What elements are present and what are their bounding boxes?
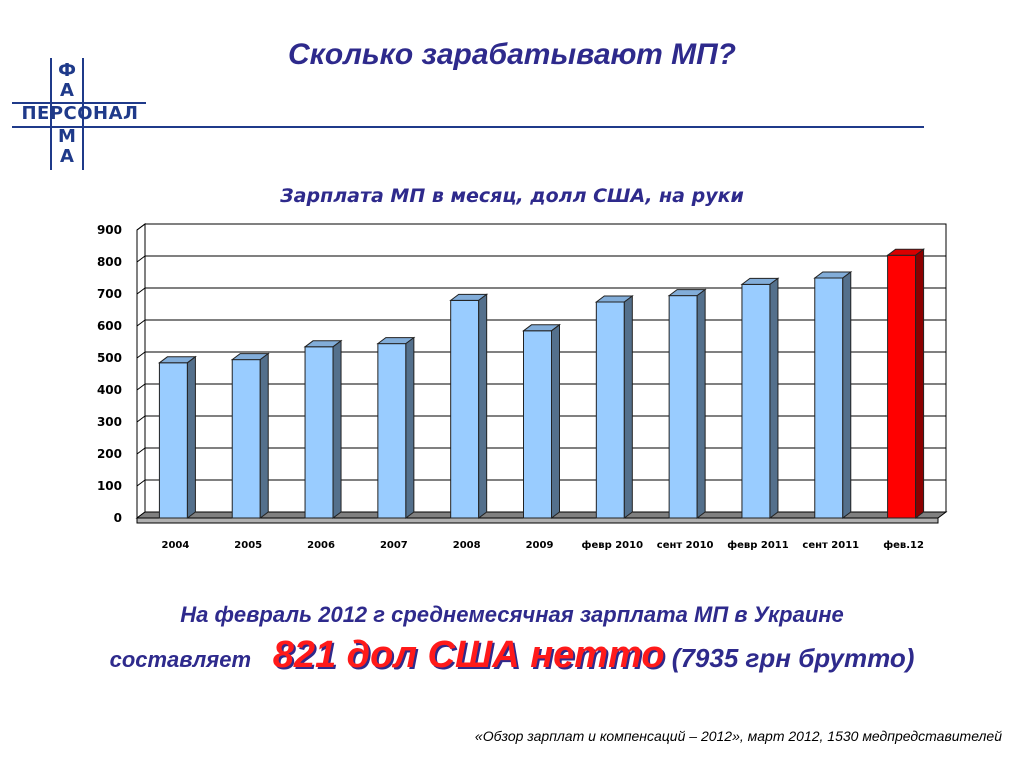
bar xyxy=(887,254,917,519)
summary-highlight: 821 дол США нетто xyxy=(272,634,665,676)
y-tick-label: 600 xyxy=(97,319,122,333)
bar xyxy=(814,277,844,519)
summary-suffix: (7935 грн брутто) xyxy=(671,643,915,673)
gridline-diagonal xyxy=(136,319,146,327)
logo-letter: А xyxy=(60,146,74,167)
bar-side xyxy=(769,277,779,519)
summary-prefix: составляет xyxy=(109,647,252,672)
gridline-diagonal xyxy=(136,255,146,263)
gridline-diagonal xyxy=(136,415,146,423)
bar xyxy=(231,359,261,519)
gridline-diagonal xyxy=(136,287,146,295)
page-title: Сколько зарабатывают МП? xyxy=(288,38,736,71)
bar xyxy=(668,295,698,519)
y-tick-label: 800 xyxy=(97,255,122,269)
logo-cross-horizontal xyxy=(12,102,146,128)
logo-letter: А xyxy=(60,80,74,101)
x-tick-label: сент 2010 xyxy=(657,540,714,551)
x-tick-label: сент 2011 xyxy=(802,540,859,551)
bar-side xyxy=(842,271,852,519)
bar xyxy=(450,299,480,519)
logo-word: ПЕРСОНАЛ xyxy=(21,103,139,124)
gridline-diagonal xyxy=(136,351,146,359)
bar-side xyxy=(259,352,269,519)
bar xyxy=(377,343,407,519)
x-tick-label: февр 2011 xyxy=(727,539,789,551)
y-tick-label: 200 xyxy=(97,447,122,461)
x-tick-label: 2009 xyxy=(526,540,554,551)
y-tick-label: 500 xyxy=(97,351,122,365)
gridline-diagonal xyxy=(136,383,146,391)
y-tick-label: 300 xyxy=(97,415,122,429)
bar xyxy=(741,283,771,519)
y-tick-label: 100 xyxy=(97,479,122,493)
x-tick-label: 2005 xyxy=(234,540,262,551)
logo-letter: Ф xyxy=(58,60,76,81)
bar-side xyxy=(915,248,925,519)
bar-side xyxy=(332,339,342,519)
logo-cross-vertical xyxy=(50,58,84,170)
gridline-diagonal xyxy=(136,479,146,487)
logo-letter: М xyxy=(58,126,76,147)
bar xyxy=(158,362,188,519)
company-logo: Ф А ПЕРСОНАЛ М А xyxy=(10,58,150,174)
x-tick-label: фев.12 xyxy=(883,539,924,551)
x-tick-label: 2008 xyxy=(453,540,481,551)
source-note: «Обзор зарплат и компенсаций – 2012», ма… xyxy=(474,728,1002,744)
bar-side xyxy=(696,288,706,519)
y-tick-label: 900 xyxy=(97,223,122,237)
bar-side xyxy=(623,295,633,519)
gridline-diagonal xyxy=(136,447,146,455)
header-divider xyxy=(140,126,924,128)
bar-side xyxy=(551,323,560,519)
bar-side xyxy=(405,336,415,519)
plot-side-wall xyxy=(136,223,146,519)
plot-floor-edge xyxy=(136,517,939,524)
y-tick-label: 0 xyxy=(114,511,122,525)
gridline-diagonal xyxy=(136,223,146,231)
bar xyxy=(523,330,552,519)
chart-title: Зарплата МП в месяц, долл США, на руки xyxy=(280,185,744,207)
y-tick-label: 400 xyxy=(97,383,122,397)
bar xyxy=(304,346,334,519)
x-tick-label: февр 2010 xyxy=(582,539,644,551)
bar xyxy=(595,301,625,519)
x-tick-label: 2006 xyxy=(307,540,335,551)
y-tick-label: 700 xyxy=(97,287,122,301)
bar-side xyxy=(186,355,196,519)
summary-line-2: составляет 821 дол США нетто (7935 грн б… xyxy=(0,634,1024,677)
summary-line-1: На февраль 2012 г среднемесячная зарплат… xyxy=(180,602,844,627)
x-tick-label: 2004 xyxy=(161,540,189,551)
x-tick-label: 2007 xyxy=(380,540,408,551)
bar-side xyxy=(478,293,488,519)
